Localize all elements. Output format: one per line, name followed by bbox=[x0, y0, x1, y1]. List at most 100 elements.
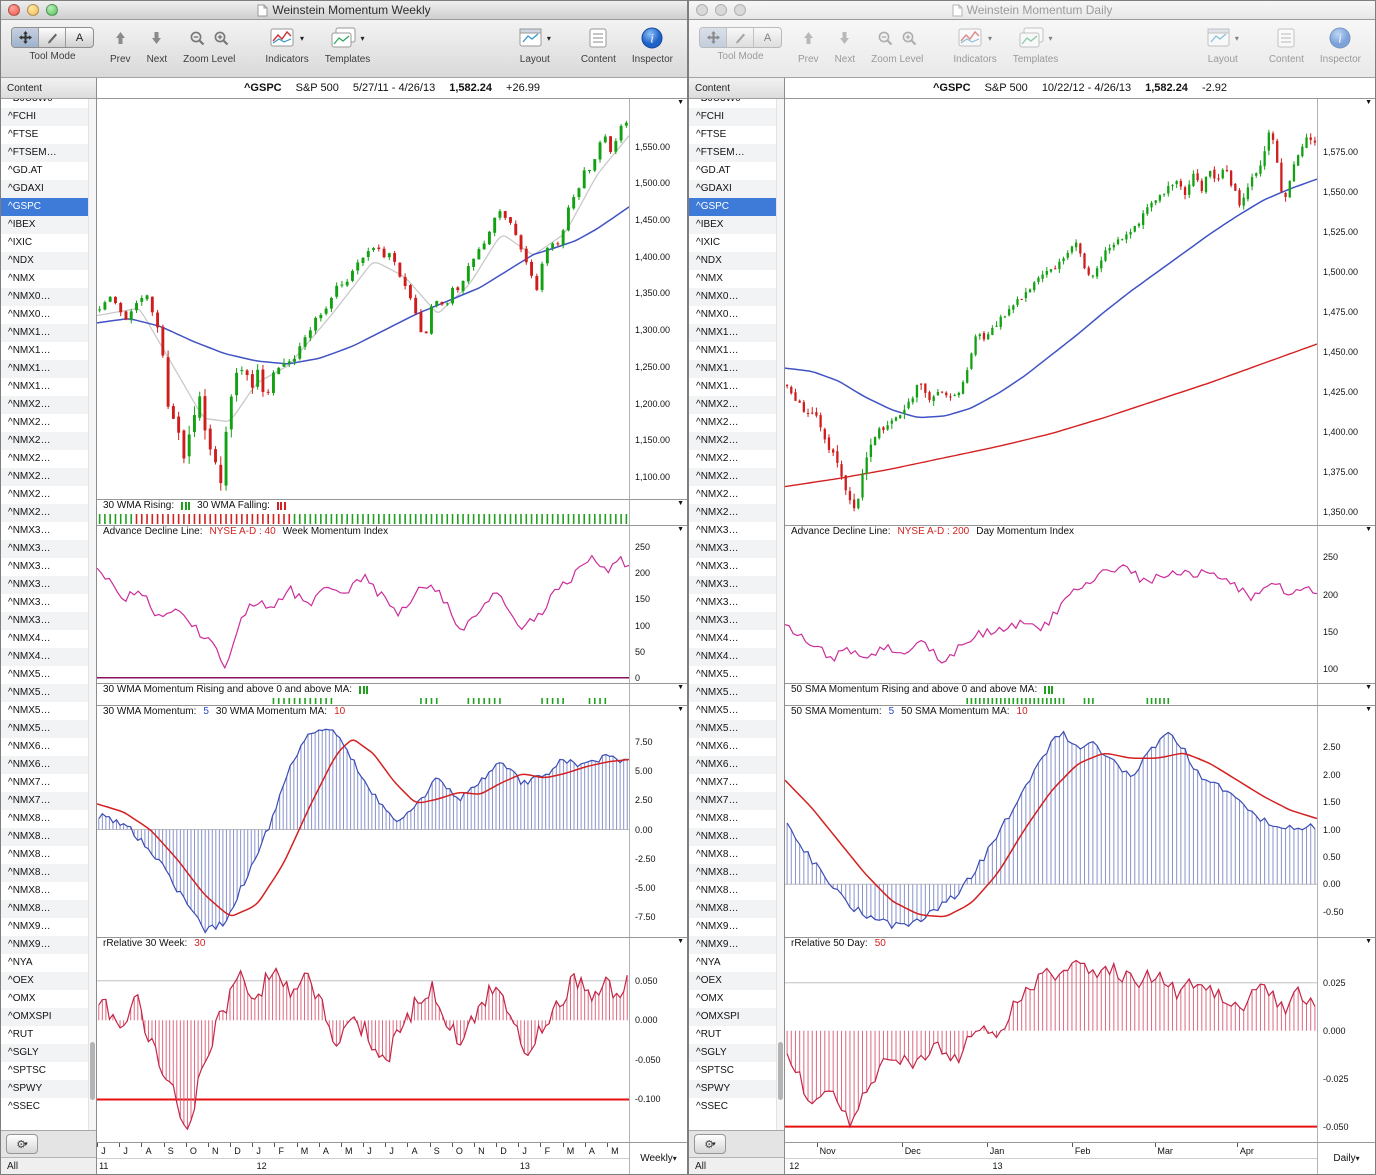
minimize-button[interactable] bbox=[715, 4, 727, 16]
sidebar-item-nmx3[interactable]: ^NMX3… bbox=[1, 540, 96, 558]
sidebar-item-ixic[interactable]: ^IXIC bbox=[8, 237, 33, 248]
sidebar-item-ndx[interactable]: ^NDX bbox=[689, 252, 784, 270]
sidebar-item-nmx8[interactable]: ^NMX8… bbox=[1, 864, 96, 882]
sidebar-item-gdat[interactable]: ^GD.AT bbox=[696, 165, 731, 176]
text-tool-button[interactable]: A bbox=[66, 28, 93, 47]
sidebar-item-ftse[interactable]: ^FTSE bbox=[8, 129, 39, 140]
sidebar-item-nmx0[interactable]: ^NMX0… bbox=[689, 288, 784, 306]
sidebar-item-nmx1[interactable]: ^NMX1… bbox=[8, 381, 51, 392]
momentum-plot[interactable] bbox=[785, 721, 1317, 937]
sidebar-item-nmx7[interactable]: ^NMX7… bbox=[1, 792, 96, 810]
sidebar-item-ibex[interactable]: ^IBEX bbox=[689, 216, 784, 234]
sidebar-item-nmx0[interactable]: ^NMX0… bbox=[1, 288, 96, 306]
sidebar-item-sptsc[interactable]: ^SPTSC bbox=[8, 1065, 47, 1076]
content-button[interactable]: Content bbox=[1269, 25, 1304, 65]
pane-menu-icon[interactable]: ▼ bbox=[1365, 938, 1372, 945]
sidebar-item-nmx[interactable]: ^NMX bbox=[8, 273, 35, 284]
prev-symbol-button[interactable]: Prev bbox=[110, 25, 131, 65]
pane-menu-icon[interactable]: ▼ bbox=[677, 938, 684, 945]
zoom-out-icon[interactable] bbox=[877, 30, 894, 47]
price-plot[interactable] bbox=[785, 99, 1317, 525]
content-set-selector[interactable]: All bbox=[1, 1157, 96, 1174]
sidebar-item-nmx6[interactable]: ^NMX6… bbox=[696, 741, 739, 752]
templates-button[interactable]: ▾ Templates bbox=[1013, 25, 1058, 65]
layout-button[interactable]: ▾ Layout bbox=[519, 25, 551, 65]
inspector-button[interactable]: i Inspector bbox=[632, 25, 673, 65]
pane-menu-icon[interactable]: ▼ bbox=[677, 526, 684, 533]
sidebar-item-nmx5[interactable]: ^NMX5… bbox=[8, 669, 51, 680]
sidebar-item-sptsc[interactable]: ^SPTSC bbox=[696, 1065, 735, 1076]
indicators-button[interactable]: ▾ Indicators bbox=[953, 25, 997, 65]
sidebar-item-nmx8[interactable]: ^NMX8… bbox=[689, 828, 784, 846]
sidebar-item-nmx5[interactable]: ^NMX5… bbox=[1, 720, 96, 738]
sidebar-item-nmx6[interactable]: ^NMX6… bbox=[8, 741, 51, 752]
sidebar-item-nmx2[interactable]: ^NMX2… bbox=[1, 468, 96, 486]
sidebar-item-nmx3[interactable]: ^NMX3… bbox=[696, 561, 739, 572]
sidebar-item-spwy[interactable]: ^SPWY bbox=[689, 1080, 784, 1098]
sidebar-item-nmx2[interactable]: ^NMX2… bbox=[1, 432, 96, 450]
pane-menu-icon[interactable]: ▼ bbox=[677, 99, 684, 106]
sidebar-item-nmx2[interactable]: ^NMX2… bbox=[689, 468, 784, 486]
titlebar[interactable]: Weinstein Momentum Daily bbox=[689, 1, 1375, 20]
sidebar-item-ixic[interactable]: ^IXIC bbox=[696, 237, 721, 248]
draw-tool-button[interactable] bbox=[727, 28, 754, 47]
pane-menu-icon[interactable]: ▼ bbox=[1365, 706, 1372, 713]
sidebar-item-ssec[interactable]: ^SSEC bbox=[8, 1101, 40, 1112]
next-symbol-button[interactable]: Next bbox=[147, 25, 167, 65]
pane-menu-icon[interactable]: ▼ bbox=[1365, 684, 1372, 691]
sidebar-item-gdaxi[interactable]: ^GDAXI bbox=[689, 180, 784, 198]
pane-menu-icon[interactable]: ▼ bbox=[677, 500, 684, 507]
wma-trend-strip-plot[interactable] bbox=[97, 512, 629, 525]
sidebar-item-sgly[interactable]: ^SGLY bbox=[1, 1044, 96, 1062]
sidebar-item-nmx8[interactable]: ^NMX8… bbox=[696, 885, 739, 896]
sidebar-item-gspc[interactable]: ^GSPC bbox=[1, 198, 96, 216]
sidebar-item-nya[interactable]: ^NYA bbox=[8, 957, 33, 968]
sidebar-scrollbar[interactable] bbox=[88, 99, 96, 1130]
minimize-button[interactable] bbox=[27, 4, 39, 16]
sidebar-item-nmx4[interactable]: ^NMX4… bbox=[1, 648, 96, 666]
sidebar-item-nmx5[interactable]: ^NMX5… bbox=[696, 669, 739, 680]
sidebar-item-oex[interactable]: ^OEX bbox=[1, 972, 96, 990]
content-button[interactable]: Content bbox=[581, 25, 616, 65]
inspector-button[interactable]: i Inspector bbox=[1320, 25, 1361, 65]
sidebar-item-nmx7[interactable]: ^NMX7… bbox=[689, 792, 784, 810]
sidebar-item-nmx3[interactable]: ^NMX3… bbox=[1, 612, 96, 630]
sidebar-item-nmx3[interactable]: ^NMX3… bbox=[1, 576, 96, 594]
sidebar-item-rut[interactable]: ^RUT bbox=[8, 1029, 34, 1040]
sidebar-item-nmx7[interactable]: ^NMX7… bbox=[696, 777, 739, 788]
advance-decline-plot[interactable] bbox=[785, 541, 1317, 683]
pointer-tool-button[interactable] bbox=[700, 28, 727, 47]
sidebar-item-nmx5[interactable]: ^NMX5… bbox=[696, 705, 739, 716]
sidebar-item-nmx2[interactable]: ^NMX2… bbox=[8, 417, 51, 428]
scrollbar-thumb[interactable] bbox=[778, 1042, 783, 1100]
rrelative-plot[interactable] bbox=[97, 953, 629, 1142]
sidebar-item-nmx3[interactable]: ^NMX3… bbox=[689, 540, 784, 558]
action-menu-button[interactable]: ⚙ ▾ bbox=[6, 1134, 38, 1154]
sidebar-item-nmx2[interactable]: ^NMX2… bbox=[8, 489, 51, 500]
sidebar-item-nmx2[interactable]: ^NMX2… bbox=[689, 432, 784, 450]
sidebar-item-nmx1[interactable]: ^NMX1… bbox=[696, 345, 739, 356]
sidebar-item-nmx4[interactable]: ^NMX4… bbox=[696, 633, 739, 644]
sidebar-item-nmx2[interactable]: ^NMX2… bbox=[696, 489, 739, 500]
sidebar-item-nmx4[interactable]: ^NMX4… bbox=[8, 633, 51, 644]
sidebar-item-nmx6[interactable]: ^NMX6… bbox=[1, 756, 96, 774]
price-plot[interactable] bbox=[97, 99, 629, 499]
sidebar-item-nmx3[interactable]: ^NMX3… bbox=[8, 561, 51, 572]
sidebar-item-nmx7[interactable]: ^NMX7… bbox=[8, 777, 51, 788]
sidebar-item-nmx1[interactable]: ^NMX1… bbox=[1, 360, 96, 378]
pointer-tool-button[interactable] bbox=[12, 28, 39, 47]
zoom-in-icon[interactable] bbox=[901, 30, 918, 47]
content-set-selector[interactable]: All bbox=[689, 1157, 784, 1174]
sidebar-item-fchi[interactable]: ^FCHI bbox=[689, 108, 784, 126]
sidebar-item-ftsem[interactable]: ^FTSEM… bbox=[689, 144, 784, 162]
sidebar-item-nmx1[interactable]: ^NMX1… bbox=[689, 324, 784, 342]
sidebar-item-ftse[interactable]: ^FTSE bbox=[696, 129, 727, 140]
sidebar-item-fchi[interactable]: ^FCHI bbox=[1, 108, 96, 126]
close-button[interactable] bbox=[696, 4, 708, 16]
sidebar-item-nmx2[interactable]: ^NMX2… bbox=[1, 396, 96, 414]
sidebar-item-omx[interactable]: ^OMX bbox=[8, 993, 36, 1004]
sidebar-item-nmx8[interactable]: ^NMX8… bbox=[8, 813, 51, 824]
sidebar-item-nmx2[interactable]: ^NMX2… bbox=[689, 504, 784, 522]
sidebar-item-oex[interactable]: ^OEX bbox=[689, 972, 784, 990]
sidebar-item-ibex[interactable]: ^IBEX bbox=[1, 216, 96, 234]
